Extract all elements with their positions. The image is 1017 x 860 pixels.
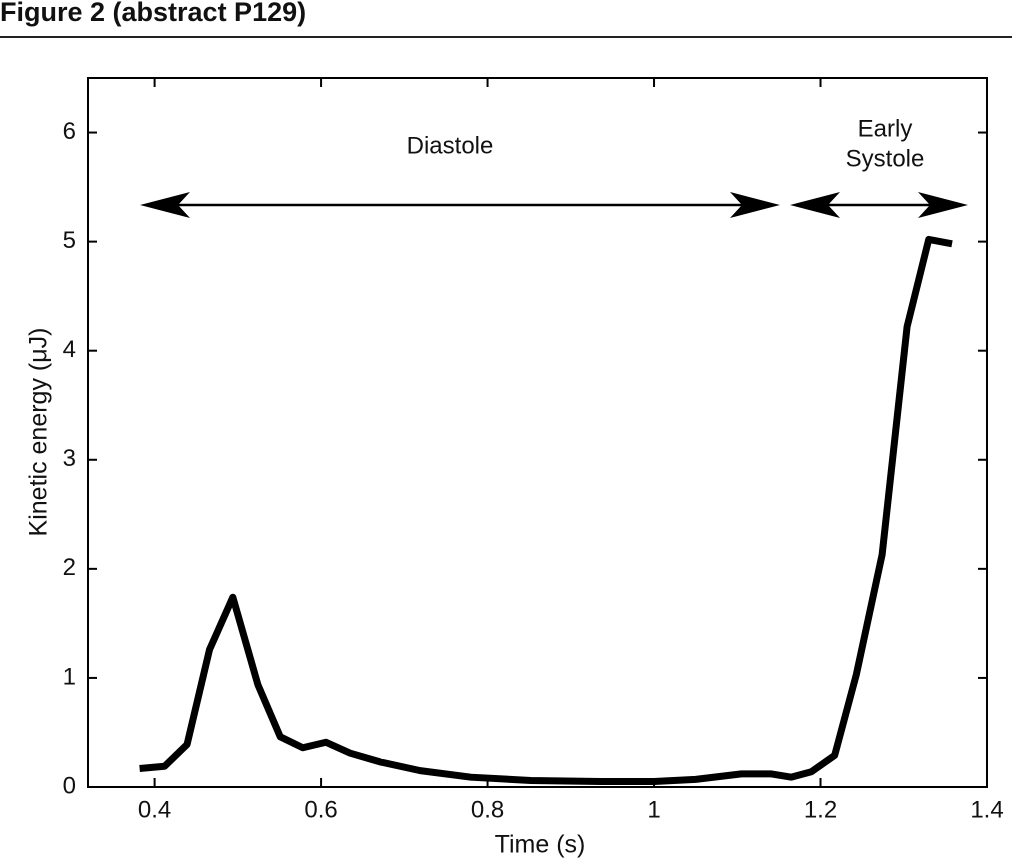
annotation: Early <box>858 115 913 142</box>
y-tick-label: 0 <box>63 772 76 799</box>
systole-arrow <box>790 192 968 218</box>
y-tick-label: 2 <box>63 554 76 581</box>
x-tick-label: 1.2 <box>804 796 837 823</box>
plot-frame <box>87 77 988 788</box>
y-tick-label: 4 <box>63 336 76 363</box>
figure-title: Figure 2 (abstract P129) <box>0 0 306 27</box>
data-line <box>139 235 953 786</box>
y-axis-label: Kinetic energy (μJ) <box>25 328 53 537</box>
x-tick-label: 0.4 <box>138 796 171 823</box>
y-tick-label: 5 <box>63 227 76 254</box>
diastole-arrow <box>140 192 780 218</box>
x-axis-label: Time (s) <box>495 831 586 859</box>
x-tick-label: 1 <box>647 796 660 823</box>
x-tick-label: 1.4 <box>970 796 1003 823</box>
annotation: Diastole <box>407 132 494 159</box>
y-tick-label: 6 <box>63 118 76 145</box>
x-tick-label: 0.6 <box>304 796 337 823</box>
y-tick-label: 1 <box>63 663 76 690</box>
annotation: Systole <box>846 145 925 172</box>
x-tick-label: 0.8 <box>471 796 504 823</box>
y-tick-label: 3 <box>63 445 76 472</box>
